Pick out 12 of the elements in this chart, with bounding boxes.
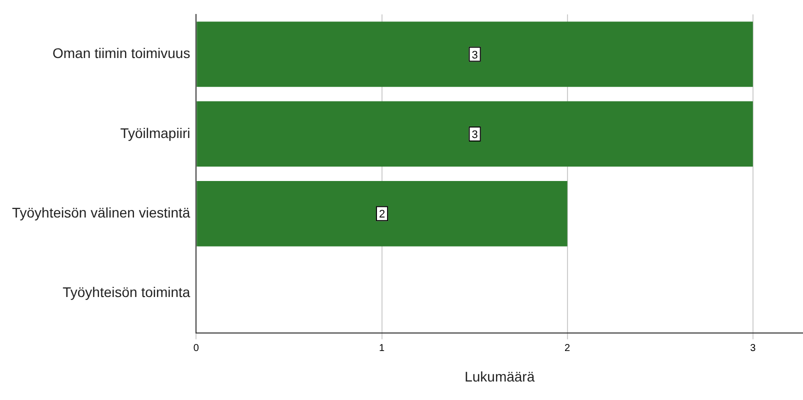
y-tick-label: Oman tiimin toimivuus [52, 45, 190, 62]
data-label: 3 [472, 49, 478, 62]
x-tick-label: 1 [378, 342, 385, 354]
x-tick-label: 0 [193, 342, 200, 354]
data-label: 3 [472, 128, 478, 141]
x-tick-label: 3 [750, 342, 756, 354]
y-tick-label: Työyhteisön välinen viestintä [12, 204, 190, 221]
x-axis-title: Lukumäärä [464, 368, 535, 384]
data-label: 2 [378, 208, 386, 221]
y-tick-label: Työyhteisön toiminta [62, 284, 190, 300]
y-tick-label: Työilmapiiri [120, 124, 190, 141]
x-tick-label: 2 [564, 342, 571, 354]
